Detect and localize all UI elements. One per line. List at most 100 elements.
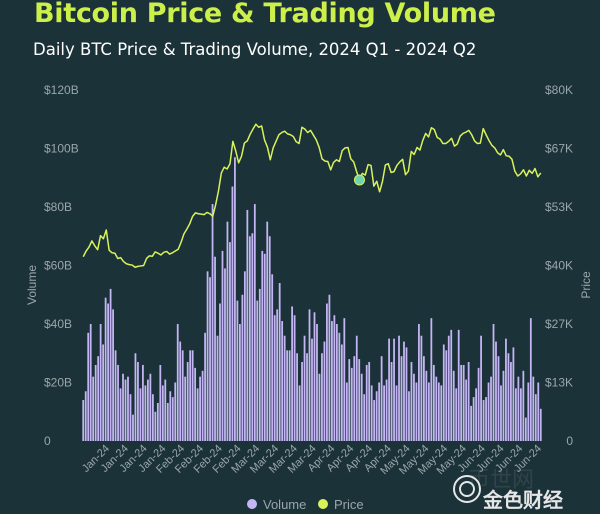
volume-bar — [122, 373, 124, 441]
volume-bar — [149, 373, 152, 441]
volume-bar — [134, 353, 137, 441]
volume-bar — [174, 382, 177, 441]
volume-bar — [485, 397, 487, 442]
volume-bar — [445, 350, 448, 441]
volume-bar — [236, 300, 239, 441]
watermark-text: 金色财经 — [483, 488, 563, 512]
volume-bar — [256, 300, 259, 441]
volume-bar — [278, 283, 281, 441]
volume-bar — [348, 359, 351, 441]
volume-bar — [216, 335, 219, 441]
volume-bar — [360, 373, 363, 441]
volume-bar — [380, 356, 383, 441]
volume-bar — [425, 370, 428, 441]
volume-bar — [505, 338, 507, 442]
volume-bar — [537, 382, 540, 441]
volume-bar — [84, 391, 87, 441]
volume-bar — [502, 370, 505, 441]
volume-bar — [248, 236, 251, 441]
volume-bar — [495, 341, 497, 441]
volume-bar — [368, 362, 371, 441]
y-tick-label: $60B — [44, 259, 72, 273]
volume-bar — [211, 204, 214, 441]
volume-bar — [82, 400, 85, 441]
legend-label[interactable]: Volume — [263, 497, 306, 512]
volume-bar — [181, 350, 184, 441]
volume-bar — [527, 382, 530, 441]
volume-bar — [124, 379, 127, 441]
volume-bar — [331, 321, 333, 441]
y2-tick-label: $53K — [545, 200, 573, 214]
volume-bar — [97, 356, 100, 441]
volume-bar — [470, 405, 473, 441]
volume-bar — [450, 329, 453, 441]
volume-bar — [127, 376, 129, 441]
volume-bar — [340, 344, 343, 441]
volume-bar — [365, 364, 368, 441]
volume-bar — [271, 274, 274, 441]
volume-bar — [184, 376, 187, 441]
volume-bar — [323, 341, 326, 441]
volume-bar — [465, 379, 468, 441]
volume-bar — [440, 385, 443, 441]
volume-bar — [219, 303, 221, 441]
volume-bar — [427, 382, 430, 441]
volume-bar — [335, 324, 338, 441]
volume-bar — [139, 388, 142, 441]
volume-bar — [107, 303, 109, 441]
volume-bar — [345, 382, 348, 441]
volume-bar — [253, 204, 256, 441]
volume-bar — [199, 376, 201, 441]
volume-bar — [189, 350, 192, 441]
volume-bar — [191, 350, 194, 441]
volume-bar — [415, 382, 418, 441]
volume-bar — [355, 335, 358, 441]
volume-bar — [430, 318, 433, 441]
price-line — [82, 123, 542, 268]
volume-bar — [156, 402, 159, 441]
volume-bar — [104, 297, 107, 441]
volume-bar — [313, 312, 316, 441]
volume-bar — [480, 335, 482, 441]
volume-bar — [291, 306, 293, 441]
volume-bar — [226, 221, 229, 442]
y-tick-label: $40B — [44, 317, 72, 331]
volume-bar — [328, 294, 331, 441]
legend-swatch[interactable] — [247, 499, 257, 509]
volume-bar — [316, 324, 318, 441]
volume-bar — [286, 350, 289, 441]
legend-label[interactable]: Price — [334, 497, 364, 512]
volume-bar — [273, 315, 276, 441]
volume-bar — [405, 347, 408, 441]
legend[interactable]: Volume Price — [247, 497, 364, 512]
volume-bar — [144, 385, 147, 441]
volume-bar — [532, 376, 535, 441]
volume-bar — [209, 277, 211, 441]
volume-bar — [378, 382, 381, 441]
volume-bar — [154, 411, 157, 441]
volume-bar — [99, 324, 102, 441]
y-tick-label: 0 — [44, 434, 51, 448]
volume-bar — [109, 288, 112, 441]
volume-bar — [467, 362, 470, 441]
volume-bar — [89, 324, 92, 441]
price-marker — [353, 174, 365, 186]
volume-bar — [243, 271, 246, 441]
volume-bar — [515, 388, 517, 441]
volume-bar — [408, 391, 410, 441]
volume-bar — [159, 364, 162, 441]
volume-bar — [92, 376, 95, 441]
volume-bar — [400, 356, 403, 441]
chart-title: Bitcoin Price & Trading Volume — [34, 0, 496, 29]
volume-bar — [435, 376, 438, 441]
volume-bar — [266, 221, 269, 442]
volume-bar — [358, 359, 361, 441]
volume-bar — [137, 362, 139, 441]
volume-bar — [452, 370, 455, 441]
volume-bar — [338, 332, 341, 441]
volume-bar — [524, 417, 527, 441]
volume-bar — [370, 385, 373, 441]
volume-bar — [176, 324, 179, 441]
volume-bar — [214, 256, 216, 441]
legend-swatch[interactable] — [318, 499, 328, 509]
